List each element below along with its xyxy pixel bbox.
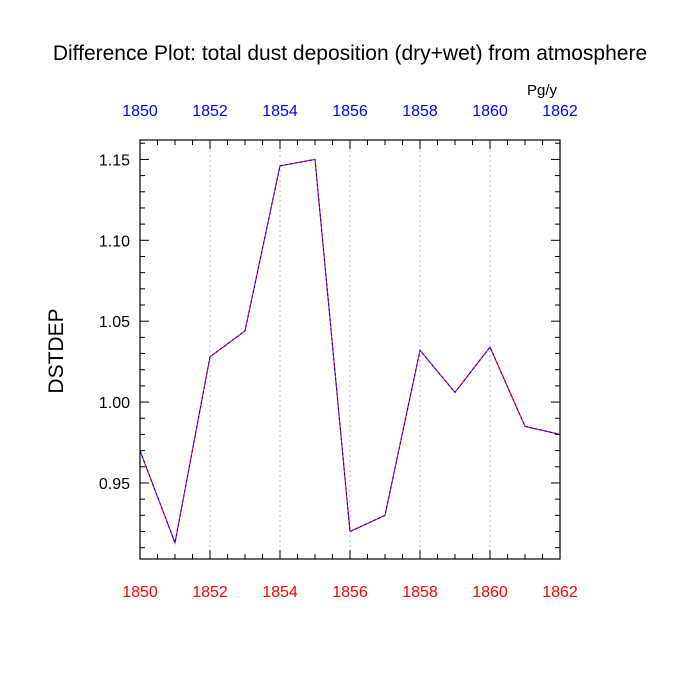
x-tick-label-top: 1862 — [542, 103, 578, 120]
x-tick-label-top: 1852 — [192, 103, 228, 120]
y-tick-label: 1.05 — [99, 314, 130, 331]
x-tick-label-bottom: 1862 — [542, 584, 578, 601]
x-tick-label-bottom: 1860 — [472, 584, 508, 601]
grid-lines — [209, 140, 491, 559]
y-tick-label: 0.95 — [99, 476, 130, 493]
series-line-blue — [139, 158, 561, 545]
x-tick-label-bottom: 1852 — [192, 584, 228, 601]
x-tick-label-bottom: 1858 — [402, 584, 438, 601]
y-axis-label: DSTDEP — [45, 308, 68, 393]
y-tick-label: 1.00 — [99, 395, 130, 412]
tick-labels: 1850 1850 1852 1852 1854 1854 1856 1856 1858 1858… — [99, 103, 578, 601]
chart-title: Difference Plot: total dust deposition (… — [52, 42, 648, 65]
x-tick-label-top: 1854 — [262, 103, 298, 120]
axis-ticks — [139, 140, 561, 559]
x-tick-label-bottom: 1850 — [122, 584, 158, 601]
x-tick-label-top: 1850 — [122, 103, 158, 120]
y-tick-label: 1.15 — [99, 152, 130, 169]
x-tick-label-bottom: 1854 — [262, 584, 298, 601]
x-tick-label-bottom: 1856 — [332, 584, 368, 601]
x-tick-label-top: 1856 — [332, 103, 368, 120]
x-tick-label-top: 1858 — [402, 103, 438, 120]
units-label: Pg/y — [527, 82, 558, 99]
x-tick-label-top: 1860 — [472, 103, 508, 120]
y-tick-label: 1.10 — [99, 233, 130, 250]
series-lines — [139, 158, 561, 545]
